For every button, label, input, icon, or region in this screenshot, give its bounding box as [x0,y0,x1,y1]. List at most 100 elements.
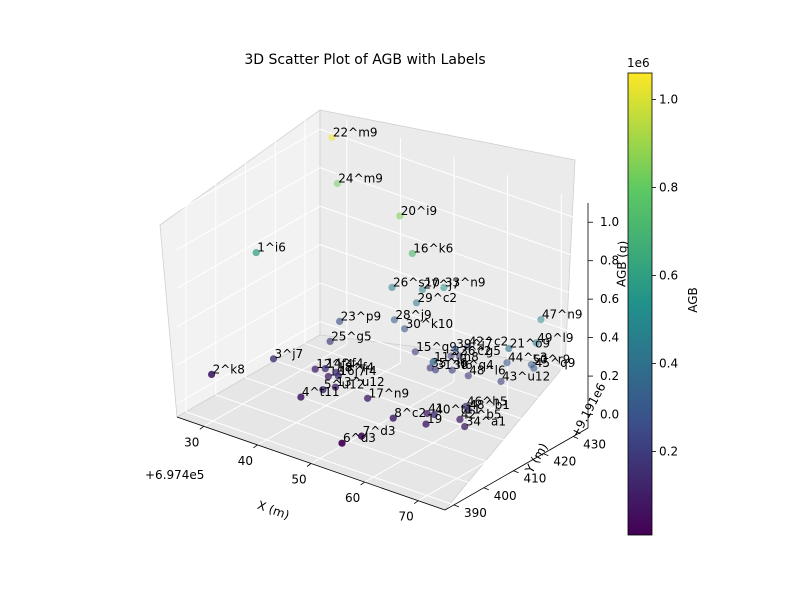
data-point [503,359,511,367]
point-label: 24^m9 [338,172,383,186]
x-tick-label: 70 [399,510,414,524]
point-label: 7^d3 [363,424,396,438]
data-point [447,352,455,360]
x-axis-line [176,416,446,511]
z-tick-label: 0.8 [600,254,619,268]
point-label: 26^s10 [393,275,440,289]
point-label: 35^l6 [431,356,467,370]
data-point [326,337,334,345]
z-grid-left [176,321,321,404]
data-point [389,414,397,422]
point-label: 15^q9 [416,340,457,354]
data-point [451,345,459,353]
data-point [401,325,409,333]
point-label: 50^r9 [532,353,570,367]
data-point [297,393,305,401]
tick-labels: 30 40 50 60 70 390 400 410 420 430 0.0 0.2 0.4 0.6 0.8… [184,215,619,523]
z-axis-label: AGB (g) [614,240,630,287]
point-label: 22^m9 [333,126,378,140]
data-point [464,343,472,351]
chart-title: 3D Scatter Plot of AGB with Labels [244,52,485,68]
z-tick-label: 0.4 [600,331,619,345]
y-grid-floor [185,411,455,506]
data-point [418,286,426,294]
data-point [364,394,372,402]
point-label: 4^t11 [302,385,340,399]
data-point [431,366,440,374]
colorbar-tick-label: 0.4 [659,356,678,370]
point-label: 17^n9 [369,386,410,400]
point-label: 5^u12 [324,378,365,392]
x-tick-mark [199,425,205,430]
data-point [208,370,216,378]
point-label: 32^c2 [452,344,492,358]
point-label: 46^h5 [467,394,508,408]
point-label: 45^q9 [535,356,576,370]
point-label: 21^o9 [510,337,550,351]
z-tick-label: 1.0 [600,215,619,229]
x-tick-label: 60 [345,491,360,505]
point-label: 39^j7 [456,337,492,351]
point-label: 36^g5 [460,344,501,358]
y-tick-label: 400 [494,489,517,503]
colorbar-label: AGB [686,287,700,313]
data-point [448,366,456,374]
data-point [430,411,438,419]
y-tick-mark [453,504,460,508]
data-point [455,352,463,360]
data-point [358,432,366,440]
data-point [456,415,464,423]
y-tick-label: 420 [553,455,576,469]
point-label: 27^j7 [423,278,459,292]
point-label: 29^c2 [418,291,458,305]
point-label: 2^k8 [213,362,245,376]
data-point [396,212,404,220]
point-label: 34^a1 [466,415,506,429]
colorbar-ticks: 0.2 0.4 0.6 0.8 1.0 [652,92,678,458]
x-grid-floor [203,343,348,427]
point-label: 33^n9 [445,276,486,290]
point-label: 1^i6 [257,241,286,255]
point-label: 44^c3 [508,351,548,365]
data-point [331,383,339,391]
point-label: 38^q4 [453,358,494,372]
data-point [252,249,260,257]
y-grid-floor [215,394,484,489]
data-point [412,299,421,307]
point-label: 14^f4 [326,357,363,371]
point-label: 3^j7 [275,347,304,361]
data-point [440,284,448,292]
data-point [328,133,336,142]
point-label: 42^b5 [461,407,502,421]
data-point [390,316,398,324]
point-label: 43^u12 [502,370,550,384]
y-tick-label: 410 [524,472,547,486]
x-tick-mark [360,481,365,486]
y-tick-mark [513,470,519,474]
data-point [464,406,472,414]
data-point [311,365,319,373]
point-label: 25^g5 [331,329,372,343]
colorbar-tick-label: 0.6 [659,268,678,282]
z-tick-label: 0.0 [600,408,619,422]
y-tick-mark [483,487,489,491]
point-label: 42^c2 [469,335,509,349]
z-grid-left [176,205,321,289]
data-point [388,283,396,291]
data-point [497,377,505,386]
x-tick-label: 50 [291,473,306,487]
data-point [411,348,419,356]
y-tick-label: 390 [464,506,487,520]
point-label: 16^f4 [339,364,376,378]
data-point [505,344,513,353]
y-tick-mark [572,436,579,439]
y-grid-floor [275,360,544,455]
z-grid-left [176,128,321,212]
z-tick-label: 0.6 [600,292,619,306]
data-point [532,339,540,347]
data-point [269,355,278,363]
point-label: 13^u12 [336,375,384,389]
y-tick-mark [543,453,549,456]
z-grid-left [176,244,321,328]
